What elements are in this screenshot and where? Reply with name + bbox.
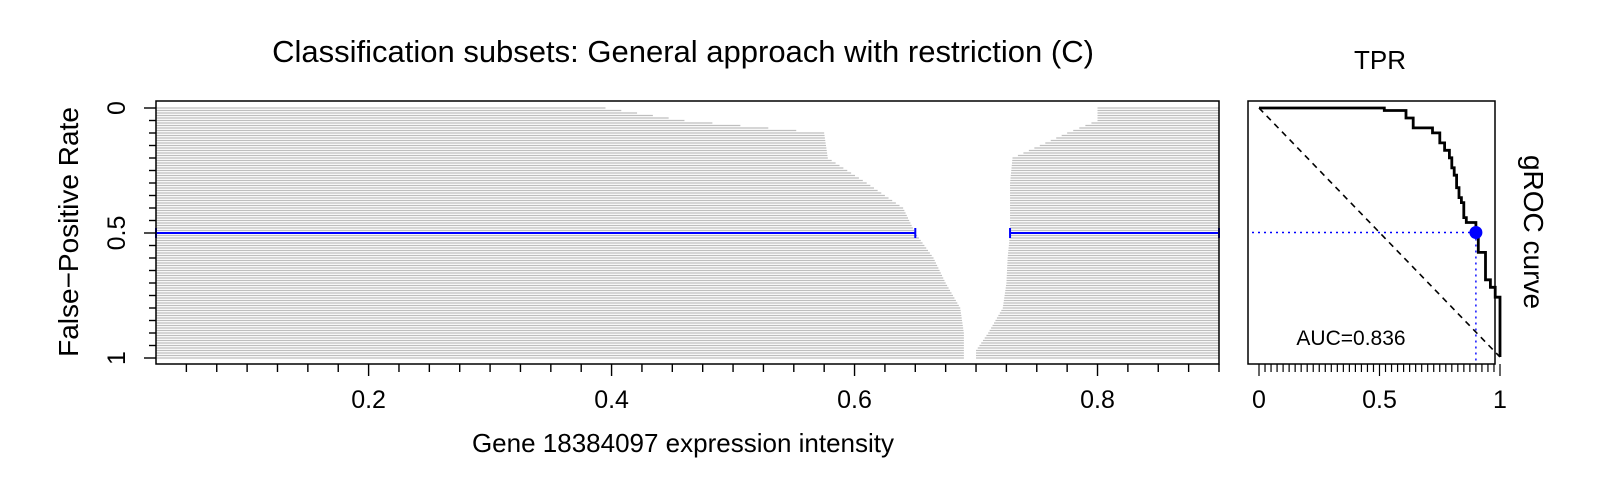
highlight-fpr-lines bbox=[155, 228, 1220, 238]
y-tick-label: 0 bbox=[103, 101, 131, 115]
groc-x-tick-label: 0.5 bbox=[1362, 386, 1397, 414]
groc-title: TPR bbox=[1354, 45, 1406, 75]
groc-panel: TPR gROC curve AUC=0.836 0 0.5 1 bbox=[1247, 45, 1549, 414]
subsets-panel: Classification subsets: General approach… bbox=[53, 34, 1220, 458]
x-axis-ticks: 0.2 0.4 0.6 0.8 bbox=[185, 364, 1220, 414]
x-tick-label: 0.2 bbox=[351, 386, 386, 414]
x-tick-label: 0.6 bbox=[837, 386, 872, 414]
groc-x-axis-ticks: 0 0.5 1 bbox=[1252, 364, 1507, 414]
subset-lines bbox=[156, 107, 1219, 359]
groc-curve bbox=[1259, 106, 1502, 357]
groc-content bbox=[1252, 106, 1502, 362]
chance-diagonal bbox=[1258, 107, 1501, 358]
x-tick-label: 0.8 bbox=[1080, 386, 1115, 414]
y-tick-label: 1 bbox=[103, 351, 131, 365]
y-axis-label: False−Positive Rate bbox=[53, 107, 84, 357]
groc-frame bbox=[1247, 100, 1496, 365]
x-axis-label: Gene 18384097 expression intensity bbox=[472, 428, 894, 458]
chart-title: Classification subsets: General approach… bbox=[272, 34, 1094, 69]
y-tick-label: 0.5 bbox=[103, 216, 131, 251]
x-tick-label: 0.4 bbox=[594, 386, 629, 414]
groc-x-tick-label: 1 bbox=[1493, 386, 1507, 414]
highlight-point bbox=[1469, 226, 1483, 239]
auc-annotation: AUC=0.836 bbox=[1296, 327, 1405, 350]
groc-x-tick-label: 0 bbox=[1252, 386, 1266, 414]
y-axis-ticks: 00.51 bbox=[103, 101, 156, 365]
groc-side-label: gROC curve bbox=[1518, 155, 1549, 309]
